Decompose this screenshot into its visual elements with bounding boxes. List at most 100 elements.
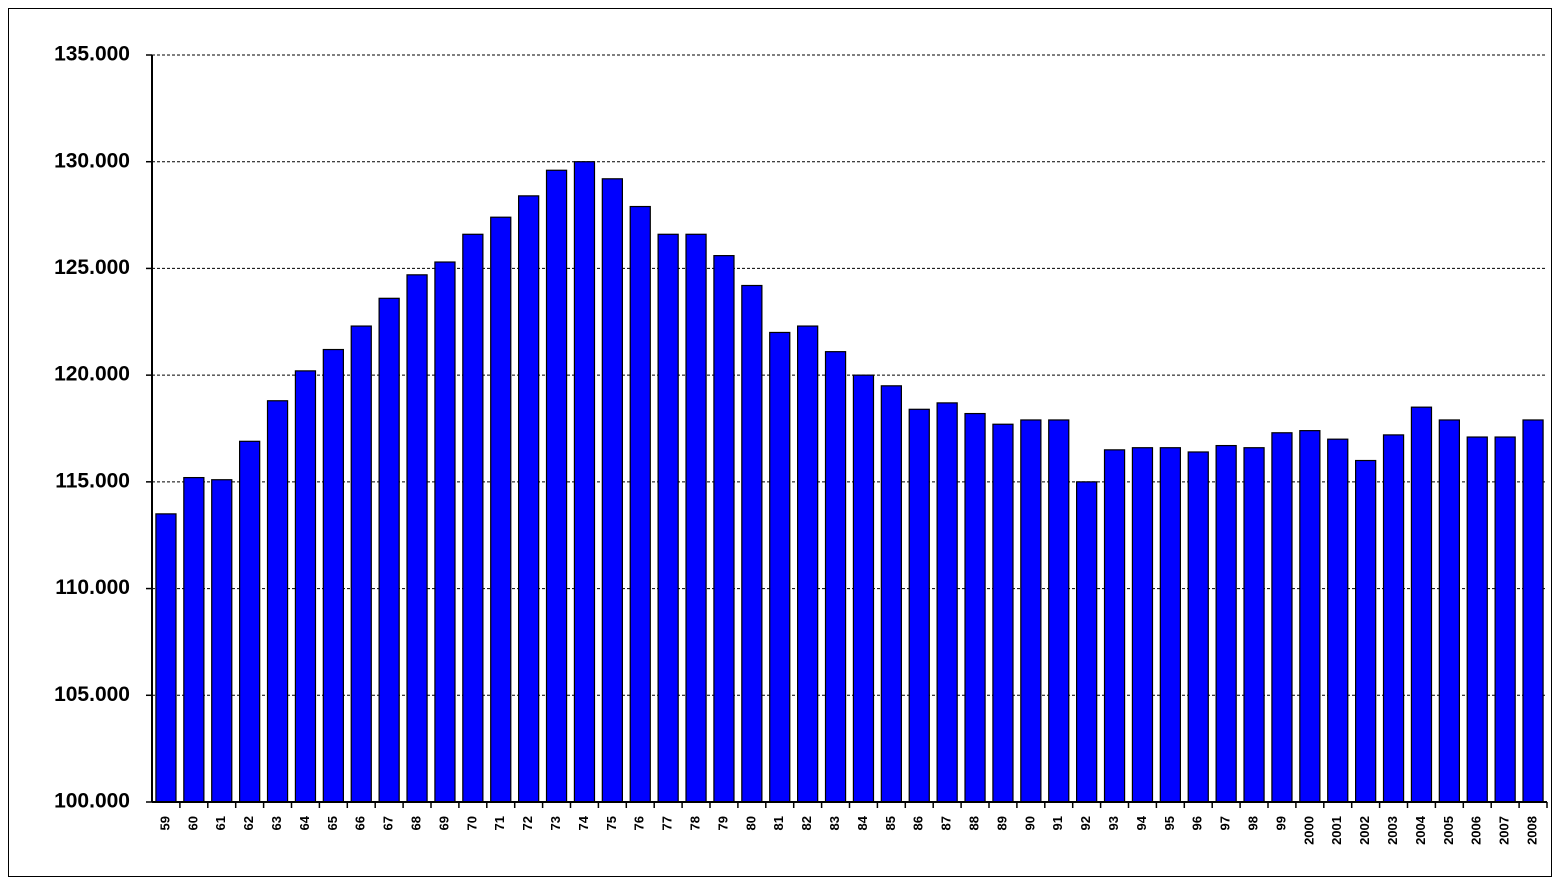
x-tick-label: 2003 bbox=[1385, 816, 1400, 845]
bar bbox=[1438, 419, 1460, 803]
x-tick-label: 97 bbox=[1218, 816, 1233, 830]
x-tick-label: 93 bbox=[1106, 816, 1121, 830]
x-tick-label: 87 bbox=[939, 816, 954, 830]
x-tick-label: 70 bbox=[464, 816, 479, 830]
bar bbox=[1187, 451, 1209, 803]
bar bbox=[434, 261, 456, 803]
x-tick-label: 67 bbox=[381, 816, 396, 830]
bar bbox=[964, 412, 986, 803]
y-tick-label: 115.000 bbox=[55, 469, 130, 492]
bar bbox=[657, 233, 679, 803]
bar bbox=[741, 284, 763, 803]
x-tick-label: 83 bbox=[827, 816, 842, 830]
bar bbox=[490, 216, 512, 803]
x-tick-label: 79 bbox=[715, 816, 730, 830]
y-tick-label: 105.000 bbox=[54, 683, 130, 706]
bar bbox=[239, 440, 261, 803]
chart-frame bbox=[8, 8, 1552, 877]
x-tick-label: 75 bbox=[604, 816, 619, 830]
x-tick-label: 64 bbox=[297, 815, 312, 830]
bar bbox=[1131, 447, 1154, 803]
bar bbox=[1159, 447, 1181, 803]
bar bbox=[183, 476, 205, 803]
x-tick-label: 68 bbox=[408, 816, 423, 830]
bar bbox=[824, 351, 847, 803]
x-tick-label: 96 bbox=[1190, 816, 1205, 830]
x-tick-label: 89 bbox=[994, 816, 1009, 830]
bar bbox=[573, 161, 596, 803]
bar bbox=[1076, 481, 1098, 803]
x-tick-label: 90 bbox=[1022, 816, 1037, 830]
x-tick-label: 86 bbox=[911, 816, 926, 830]
x-tick-label: 85 bbox=[883, 816, 898, 830]
bar bbox=[1466, 436, 1488, 803]
x-tick-label: 72 bbox=[520, 816, 535, 830]
bar bbox=[294, 370, 317, 803]
bar bbox=[406, 274, 428, 803]
x-tick-label: 2007 bbox=[1497, 816, 1512, 845]
x-tick-label: 66 bbox=[353, 816, 368, 830]
bar bbox=[1215, 444, 1237, 803]
x-tick-label: 92 bbox=[1078, 816, 1093, 830]
bar bbox=[350, 325, 372, 803]
x-tick-label: 98 bbox=[1245, 816, 1260, 830]
x-tick-label: 2008 bbox=[1524, 816, 1539, 845]
x-tick-label: 76 bbox=[632, 816, 647, 830]
x-tick-label: 84 bbox=[855, 815, 870, 830]
x-tick-label: 80 bbox=[743, 816, 758, 830]
bar bbox=[462, 233, 484, 803]
bar bbox=[1103, 449, 1126, 803]
x-tick-label: 78 bbox=[687, 816, 702, 830]
bar bbox=[852, 374, 875, 803]
bar bbox=[992, 423, 1014, 803]
bar bbox=[211, 479, 233, 803]
bar bbox=[1522, 419, 1544, 803]
bar bbox=[880, 385, 902, 803]
x-tick-label: 63 bbox=[269, 816, 284, 830]
x-tick-label: 2006 bbox=[1469, 816, 1484, 845]
bar bbox=[155, 513, 177, 803]
x-tick-label: 74 bbox=[576, 815, 591, 830]
x-tick-label: 73 bbox=[548, 816, 563, 830]
bar bbox=[1299, 430, 1321, 803]
x-tick-label: 59 bbox=[157, 816, 172, 830]
bar bbox=[685, 233, 707, 803]
x-tick-label: 61 bbox=[213, 816, 228, 830]
x-tick-label: 2001 bbox=[1329, 816, 1344, 845]
bar bbox=[378, 297, 400, 803]
x-tick-label: 2004 bbox=[1413, 815, 1428, 845]
bar bbox=[713, 255, 735, 803]
x-tick-label: 88 bbox=[966, 816, 981, 830]
bar bbox=[1020, 419, 1042, 803]
bar bbox=[322, 348, 344, 803]
bar bbox=[601, 178, 623, 803]
bar bbox=[266, 400, 289, 803]
bar bbox=[908, 408, 930, 803]
bar bbox=[545, 169, 568, 803]
bar bbox=[1410, 406, 1433, 803]
y-tick-label: 110.000 bbox=[55, 576, 130, 599]
bar bbox=[936, 402, 958, 803]
x-tick-label: 71 bbox=[492, 816, 507, 830]
x-tick-label: 99 bbox=[1273, 816, 1288, 830]
x-tick-label: 2000 bbox=[1301, 816, 1316, 845]
bar bbox=[518, 195, 540, 803]
x-tick-label: 2002 bbox=[1357, 816, 1372, 845]
x-tick-label: 95 bbox=[1162, 816, 1177, 830]
y-tick-label: 130.000 bbox=[54, 149, 130, 172]
bar bbox=[1243, 447, 1265, 803]
x-tick-label: 81 bbox=[771, 816, 786, 830]
bar bbox=[629, 205, 651, 803]
x-tick-label: 2005 bbox=[1441, 816, 1456, 845]
bar bbox=[1327, 438, 1349, 803]
bar bbox=[1494, 436, 1516, 803]
y-tick-label: 120.000 bbox=[54, 363, 130, 386]
bar bbox=[769, 331, 791, 803]
x-tick-label: 60 bbox=[185, 816, 200, 830]
y-tick-label: 100.000 bbox=[54, 790, 130, 813]
x-tick-label: 91 bbox=[1050, 816, 1065, 830]
x-tick-label: 62 bbox=[241, 816, 256, 830]
x-tick-label: 94 bbox=[1134, 815, 1149, 830]
bar bbox=[1382, 434, 1405, 803]
